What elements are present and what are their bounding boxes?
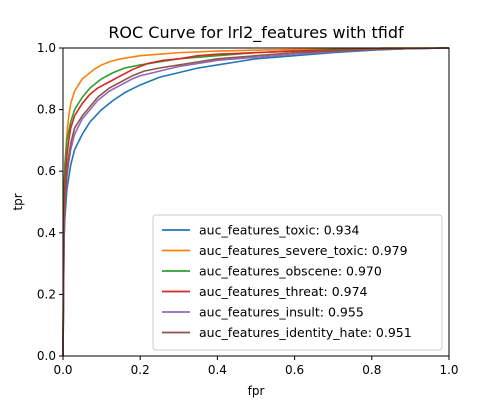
y-tick-label: 0.6 <box>37 164 56 178</box>
x-tick-label: 1.0 <box>439 363 458 377</box>
x-tick-label: 0.0 <box>53 363 72 377</box>
series-line-6 <box>62 47 450 357</box>
y-tick-label: 0.4 <box>37 226 56 240</box>
x-tick-label: 0.4 <box>208 363 227 377</box>
legend-entry: auc_features_insult: 0.955 <box>199 305 364 320</box>
x-tick-label: 0.2 <box>131 363 150 377</box>
legend-entry: auc_features_toxic: 0.934 <box>199 223 360 238</box>
legend-entry: auc_features_obscene: 0.970 <box>199 264 382 279</box>
x-axis-ticks: 0.0 0.2 0.4 0.6 0.8 1.0 <box>53 356 459 377</box>
legend-entry: auc_features_threat: 0.974 <box>199 284 368 299</box>
series-layer <box>62 47 450 357</box>
x-tick-label: 0.6 <box>285 363 304 377</box>
axes-frame <box>62 47 450 357</box>
y-axis-ticks: 0.0 0.2 0.4 0.6 0.8 1.0 <box>37 41 63 363</box>
legend: auc_features_toxic: 0.934 auc_features_se… <box>152 214 443 351</box>
y-axis-label: tpr <box>11 193 25 210</box>
y-tick-label: 0.8 <box>37 103 56 117</box>
series-line-4 <box>62 47 450 357</box>
legend-box <box>152 214 443 351</box>
y-tick-label: 0.0 <box>37 349 56 363</box>
legend-entry: auc_features_identity_hate: 0.951 <box>199 325 412 340</box>
chart-title: ROC Curve for lrl2_features with tfidf <box>108 23 404 43</box>
x-tick-label: 0.8 <box>362 363 381 377</box>
series-line-2 <box>62 47 449 357</box>
y-tick-label: 0.2 <box>37 287 56 301</box>
legend-entry: auc_features_severe_toxic: 0.979 <box>199 243 408 258</box>
series-line-1 <box>62 47 450 357</box>
x-axis-label: fpr <box>248 384 265 398</box>
y-tick-label: 1.0 <box>37 41 56 55</box>
